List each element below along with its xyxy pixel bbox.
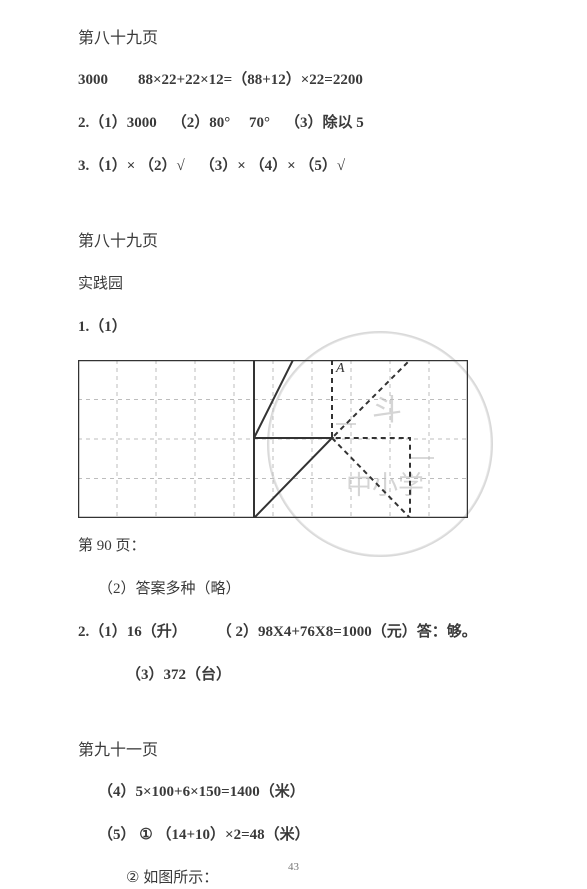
section3-l2: 2.（1）16（升） （ 2）98X4+76X8=1000（元）答：够。 [78, 622, 509, 643]
section2-q1: 1.（1） [78, 317, 509, 338]
circled-1-icon: ① [139, 825, 152, 846]
document-body: 第八十九页 3000 88×22+22×12=（88+12）×22=2200 2… [0, 0, 587, 889]
section4-l2c: （14+10）×2=48（米） [156, 827, 309, 843]
section2-heading: 第八十九页 [78, 231, 509, 253]
section4-l2: （5） ① （14+10）×2=48（米） [78, 825, 509, 846]
section4-l1: （4）5×100+6×150=1400（米） [78, 782, 509, 803]
section1-line3: 3.（1）× （2）√ （3）× （4）× （5）√ [78, 156, 509, 177]
grid-figure: A [78, 360, 468, 518]
section1-line1: 3000 88×22+22×12=（88+12）×22=2200 [78, 70, 509, 91]
section4-l2a: （5） [98, 827, 136, 843]
section3-l3: （3）372（台） [78, 665, 509, 686]
svg-text:A: A [335, 361, 345, 376]
section1-line2: 2.（1）3000 （2）80° 70° （3）除以 5 [78, 113, 509, 134]
section4-heading: 第九十一页 [78, 740, 509, 762]
section1-heading: 第八十九页 [78, 28, 509, 50]
page-number: 43 [0, 861, 587, 873]
section2-sub: 实践园 [78, 274, 509, 295]
section3-heading: 第 90 页： [78, 536, 509, 557]
section3-l1: （2）答案多种（略） [78, 579, 509, 600]
